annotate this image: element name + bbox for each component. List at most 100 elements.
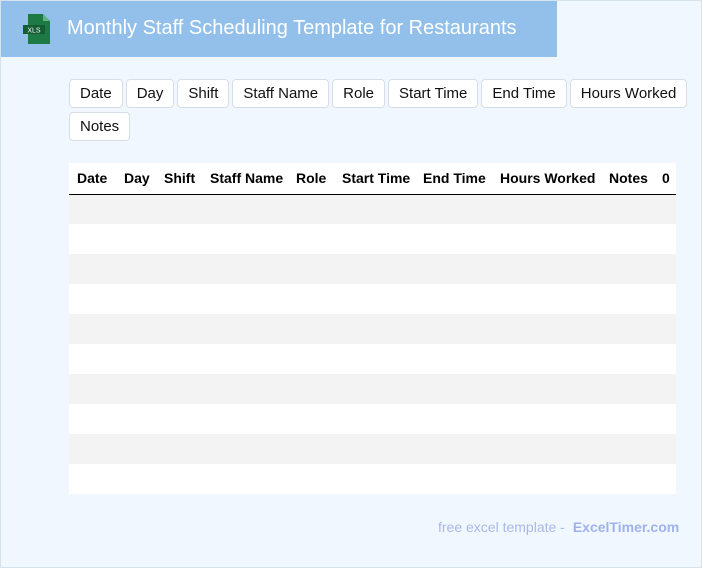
table-cell[interactable] [492,434,601,464]
table-cell[interactable] [202,224,288,254]
table-cell[interactable] [415,224,492,254]
table-cell[interactable] [69,344,116,374]
column-chip[interactable]: Date [69,79,123,108]
table-cell[interactable] [415,254,492,284]
table-cell[interactable] [69,194,116,224]
table-cell[interactable] [69,284,116,314]
table-cell[interactable] [288,374,334,404]
table-cell[interactable] [156,464,202,494]
table-cell[interactable] [334,284,415,314]
table-cell[interactable] [492,404,601,434]
table-cell[interactable] [492,254,601,284]
table-cell[interactable] [116,404,156,434]
table-cell[interactable] [415,434,492,464]
table-cell[interactable] [415,464,492,494]
table-cell[interactable] [202,254,288,284]
table-cell[interactable] [654,314,676,344]
table-cell[interactable] [156,284,202,314]
table-cell[interactable] [415,284,492,314]
table-cell[interactable] [654,344,676,374]
column-chip[interactable]: End Time [481,79,567,108]
table-cell[interactable] [601,284,654,314]
table-cell[interactable] [334,254,415,284]
table-cell[interactable] [202,434,288,464]
table-cell[interactable] [334,344,415,374]
table-cell[interactable] [202,464,288,494]
table-cell[interactable] [654,254,676,284]
table-cell[interactable] [492,284,601,314]
table-cell[interactable] [492,464,601,494]
table-cell[interactable] [334,434,415,464]
table-cell[interactable] [156,224,202,254]
table-cell[interactable] [202,194,288,224]
table-cell[interactable] [492,314,601,344]
table-cell[interactable] [492,344,601,374]
table-cell[interactable] [654,224,676,254]
table-cell[interactable] [492,224,601,254]
table-cell[interactable] [116,194,156,224]
table-cell[interactable] [116,374,156,404]
table-cell[interactable] [654,434,676,464]
table-cell[interactable] [69,224,116,254]
table-cell[interactable] [334,464,415,494]
table-cell[interactable] [202,314,288,344]
table-cell[interactable] [116,254,156,284]
table-cell[interactable] [601,404,654,434]
table-cell[interactable] [601,464,654,494]
table-cell[interactable] [654,194,676,224]
table-cell[interactable] [288,284,334,314]
table-cell[interactable] [116,314,156,344]
table-cell[interactable] [288,314,334,344]
table-cell[interactable] [69,314,116,344]
footer-brand-link[interactable]: ExcelTimer.com [572,519,680,535]
table-cell[interactable] [288,464,334,494]
table-cell[interactable] [492,374,601,404]
table-cell[interactable] [334,314,415,344]
table-cell[interactable] [334,194,415,224]
table-cell[interactable] [601,224,654,254]
table-cell[interactable] [69,374,116,404]
table-cell[interactable] [156,434,202,464]
table-cell[interactable] [601,194,654,224]
table-cell[interactable] [69,434,116,464]
table-cell[interactable] [69,464,116,494]
table-cell[interactable] [116,344,156,374]
table-cell[interactable] [288,404,334,434]
table-cell[interactable] [156,374,202,404]
table-cell[interactable] [156,344,202,374]
table-cell[interactable] [415,344,492,374]
table-cell[interactable] [601,374,654,404]
table-cell[interactable] [654,284,676,314]
table-cell[interactable] [601,434,654,464]
table-cell[interactable] [116,434,156,464]
table-cell[interactable] [116,224,156,254]
table-cell[interactable] [202,344,288,374]
table-cell[interactable] [415,404,492,434]
table-cell[interactable] [601,254,654,284]
table-cell[interactable] [156,194,202,224]
column-chip[interactable]: Day [125,79,175,108]
column-chip[interactable]: Staff Name [232,79,330,108]
table-cell[interactable] [288,224,334,254]
table-cell[interactable] [288,194,334,224]
table-cell[interactable] [334,404,415,434]
table-cell[interactable] [202,404,288,434]
table-cell[interactable] [601,344,654,374]
table-cell[interactable] [116,464,156,494]
table-cell[interactable] [288,434,334,464]
table-cell[interactable] [116,284,156,314]
table-cell[interactable] [415,194,492,224]
table-cell[interactable] [202,374,288,404]
table-cell[interactable] [202,284,288,314]
column-chip[interactable]: Start Time [388,79,479,108]
table-cell[interactable] [654,374,676,404]
table-cell[interactable] [156,404,202,434]
table-cell[interactable] [492,194,601,224]
table-cell[interactable] [288,254,334,284]
table-cell[interactable] [415,374,492,404]
column-chip[interactable]: Role [332,79,386,108]
table-cell[interactable] [69,404,116,434]
table-cell[interactable] [288,344,334,374]
column-chip[interactable]: Hours Worked [569,79,688,108]
table-cell[interactable] [156,254,202,284]
